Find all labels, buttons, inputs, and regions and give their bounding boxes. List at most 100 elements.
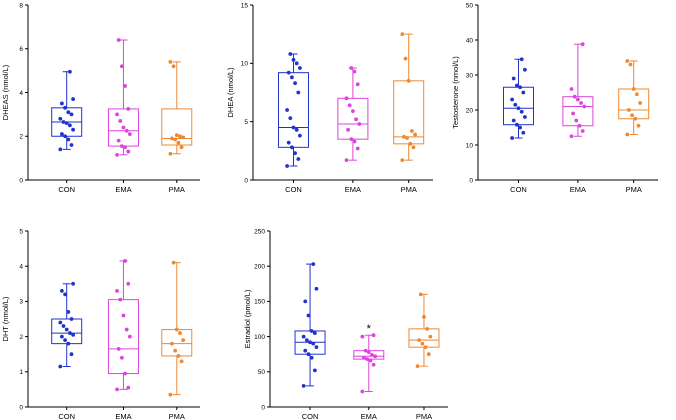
box-pma bbox=[393, 32, 425, 163]
iqr-box bbox=[337, 97, 369, 140]
data-point bbox=[118, 119, 123, 123]
data-point bbox=[633, 116, 638, 121]
data-point bbox=[171, 260, 176, 265]
data-point bbox=[298, 133, 302, 138]
data-point bbox=[123, 84, 127, 88]
data-point bbox=[66, 110, 71, 115]
data-point bbox=[400, 32, 405, 37]
y-tick-label: 0 bbox=[19, 177, 23, 184]
data-point bbox=[363, 348, 368, 353]
box-con bbox=[503, 57, 534, 140]
data-point bbox=[349, 66, 354, 70]
data-point bbox=[425, 326, 430, 331]
data-point bbox=[422, 314, 426, 319]
x-category-label: PMA bbox=[401, 185, 417, 194]
data-point bbox=[58, 364, 63, 369]
data-point bbox=[116, 347, 121, 351]
data-point bbox=[126, 385, 131, 390]
data-point bbox=[344, 158, 349, 163]
data-point bbox=[349, 137, 354, 142]
y-tick-label: 50 bbox=[466, 2, 474, 9]
data-point bbox=[426, 352, 431, 357]
data-point bbox=[513, 102, 518, 107]
data-point bbox=[296, 90, 301, 95]
data-point bbox=[179, 145, 184, 150]
box-pma bbox=[408, 292, 440, 369]
data-point bbox=[171, 64, 176, 69]
data-point bbox=[60, 288, 64, 293]
data-point bbox=[71, 332, 75, 337]
data-point bbox=[577, 123, 582, 128]
data-point bbox=[635, 92, 639, 97]
data-point bbox=[116, 38, 121, 42]
y-tick-label: 0 bbox=[261, 404, 265, 411]
x-category-label: CON bbox=[510, 185, 527, 194]
data-point bbox=[126, 281, 131, 286]
data-point bbox=[355, 82, 360, 87]
data-point bbox=[69, 317, 74, 321]
data-point bbox=[294, 127, 299, 132]
iqr-box bbox=[107, 299, 139, 375]
data-point bbox=[352, 139, 357, 144]
data-point bbox=[124, 128, 129, 133]
data-point bbox=[519, 109, 524, 114]
data-point bbox=[638, 101, 642, 105]
y-tick-label: 3 bbox=[19, 299, 23, 306]
y-tick-label: 20 bbox=[466, 107, 474, 114]
data-point bbox=[303, 348, 308, 353]
data-point bbox=[303, 299, 308, 304]
data-point bbox=[121, 313, 126, 318]
data-point bbox=[178, 134, 182, 139]
x-category-label: CON bbox=[58, 412, 75, 420]
data-point bbox=[417, 338, 422, 343]
data-point bbox=[362, 355, 366, 360]
data-point bbox=[293, 151, 297, 156]
data-point bbox=[126, 149, 131, 154]
data-point bbox=[115, 112, 119, 117]
y-tick-label: 0 bbox=[469, 177, 473, 184]
data-point bbox=[168, 151, 173, 156]
y-tick-label: 5 bbox=[244, 119, 248, 126]
data-point bbox=[311, 341, 316, 346]
y-tick-label: 50 bbox=[258, 369, 266, 376]
data-point bbox=[173, 137, 178, 142]
x-category-label: PMA bbox=[169, 412, 185, 420]
data-point bbox=[630, 113, 634, 118]
data-point bbox=[628, 62, 633, 67]
data-point bbox=[58, 320, 63, 325]
data-point bbox=[403, 56, 408, 61]
data-point bbox=[515, 83, 519, 88]
data-point bbox=[301, 383, 306, 388]
y-tick-label: 150 bbox=[254, 299, 265, 306]
data-point bbox=[60, 132, 64, 136]
box-ema bbox=[353, 333, 385, 394]
data-point bbox=[176, 354, 181, 358]
data-point bbox=[574, 118, 579, 123]
y-tick-label: 10 bbox=[241, 61, 249, 68]
iqr-box bbox=[161, 108, 193, 146]
box-con bbox=[51, 69, 83, 152]
iqr-box bbox=[503, 86, 534, 126]
data-point bbox=[631, 87, 636, 91]
data-point bbox=[428, 334, 433, 339]
data-point bbox=[118, 297, 123, 302]
data-point bbox=[373, 354, 378, 359]
data-point bbox=[308, 340, 312, 345]
data-point bbox=[293, 81, 297, 86]
x-category-label: CON bbox=[285, 185, 302, 194]
data-point bbox=[519, 57, 524, 62]
y-tick-label: 0 bbox=[19, 404, 23, 411]
dht-panel: 0 1 2 3 4 5 DHT (nmol/L) CON EMA PMA bbox=[1, 228, 200, 420]
data-point bbox=[69, 143, 74, 147]
x-category-label: EMA bbox=[345, 185, 361, 194]
data-point bbox=[576, 97, 580, 102]
x-category-label: CON bbox=[58, 185, 75, 194]
data-point bbox=[127, 334, 132, 339]
box-con bbox=[294, 262, 326, 388]
data-point bbox=[312, 368, 317, 373]
data-point bbox=[179, 359, 184, 364]
data-point bbox=[63, 105, 67, 110]
data-point bbox=[405, 136, 409, 140]
data-point bbox=[288, 52, 293, 56]
